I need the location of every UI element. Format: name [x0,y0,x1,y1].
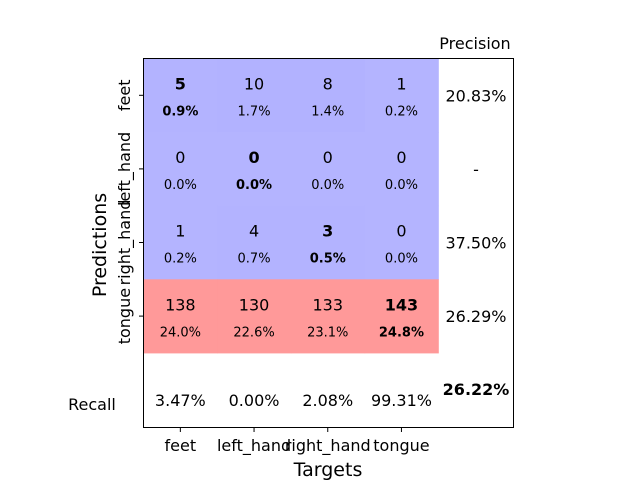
cell-count-2-2: 3 [322,222,333,241]
cell-1-0 [143,132,218,207]
cell-count-0-3: 1 [396,75,406,94]
cell-percent-1-2: 0.0% [311,178,344,193]
cell-count-0-0: 5 [175,75,186,94]
overall-accuracy: 26.22% [443,380,510,399]
precision-value-3: 26.29% [445,307,506,326]
y-axis-title: Predictions [89,193,111,297]
cell-3-3 [364,279,439,354]
cell-count-3-1: 130 [239,295,270,314]
cell-percent-0-0: 0.9% [162,105,198,120]
cell-percent-1-0: 0.0% [164,178,197,193]
recall-value-0: 3.47% [155,391,206,410]
cell-percent-3-0: 24.0% [160,325,201,340]
x-tick-label-0: feet [165,436,197,455]
x-tick-label-2: right_hand [285,436,371,456]
precision-column: Precision 20.83% - 37.50% 26.29% [439,34,510,326]
cell-percent-3-2: 23.1% [307,325,348,340]
precision-value-0: 20.83% [445,86,506,105]
cell-percent-1-1: 0.0% [236,178,272,193]
cell-2-3 [364,205,439,280]
y-tick-label-0: feet [115,80,134,112]
y-tick-label-1: left_hand [115,132,135,206]
cell-count-2-0: 1 [175,222,185,241]
precision-value-2: 37.50% [445,234,506,253]
x-axis-title: Targets [293,459,363,480]
cell-3-1 [217,279,292,354]
cell-count-3-2: 133 [312,295,343,314]
recall-value-3: 99.31% [371,391,432,410]
cell-count-1-2: 0 [323,148,333,167]
x-tick-label-3: tongue [373,436,429,455]
cell-count-2-3: 0 [396,222,406,241]
cell-percent-0-2: 1.4% [311,105,344,120]
cell-3-0 [143,279,218,354]
cell-1-1 [217,132,292,207]
cell-1-2 [290,132,366,207]
cell-percent-1-3: 0.0% [385,178,418,193]
cell-percent-2-2: 0.5% [310,252,346,267]
cell-1-3 [364,132,439,207]
y-tick-label-2: right_hand [115,200,135,286]
cell-0-3 [364,58,439,133]
precision-header: Precision [439,34,510,53]
cell-percent-2-1: 0.7% [238,252,271,267]
cell-percent-3-1: 22.6% [233,325,274,340]
cell-count-1-3: 0 [396,148,406,167]
cell-0-1 [217,58,292,133]
cell-0-0 [143,58,218,133]
cell-percent-3-3: 24.8% [379,325,424,340]
cell-count-1-1: 0 [248,148,259,167]
cell-percent-2-0: 0.2% [164,252,197,267]
recall-value-1: 0.00% [229,391,280,410]
cell-3-2 [290,279,366,354]
matrix-cells [143,58,439,354]
cell-2-2 [290,205,366,280]
cell-count-1-0: 0 [175,148,185,167]
cell-percent-0-1: 1.7% [238,105,271,120]
y-tick-label-3: tongue [115,288,134,344]
cell-count-3-3: 143 [385,295,418,314]
matrix-cell-labels: 50.9%101.7%81.4%10.2%00.0%00.0%00.0%00.0… [160,75,424,341]
cell-2-0 [143,205,218,280]
cell-count-0-1: 10 [244,75,264,94]
precision-value-1: - [473,160,479,179]
cell-count-2-1: 4 [249,222,259,241]
x-tick-label-1: left_hand [217,436,291,456]
cell-0-2 [290,58,366,133]
cell-percent-0-3: 0.2% [385,105,418,120]
recall-row: Recall 3.47% 0.00% 2.08% 99.31% [68,391,432,414]
cell-count-3-0: 138 [165,295,196,314]
recall-header: Recall [68,395,116,414]
cell-percent-2-3: 0.0% [385,252,418,267]
recall-value-2: 2.08% [302,391,353,410]
cell-count-0-2: 8 [323,75,333,94]
cell-2-1 [217,205,292,280]
